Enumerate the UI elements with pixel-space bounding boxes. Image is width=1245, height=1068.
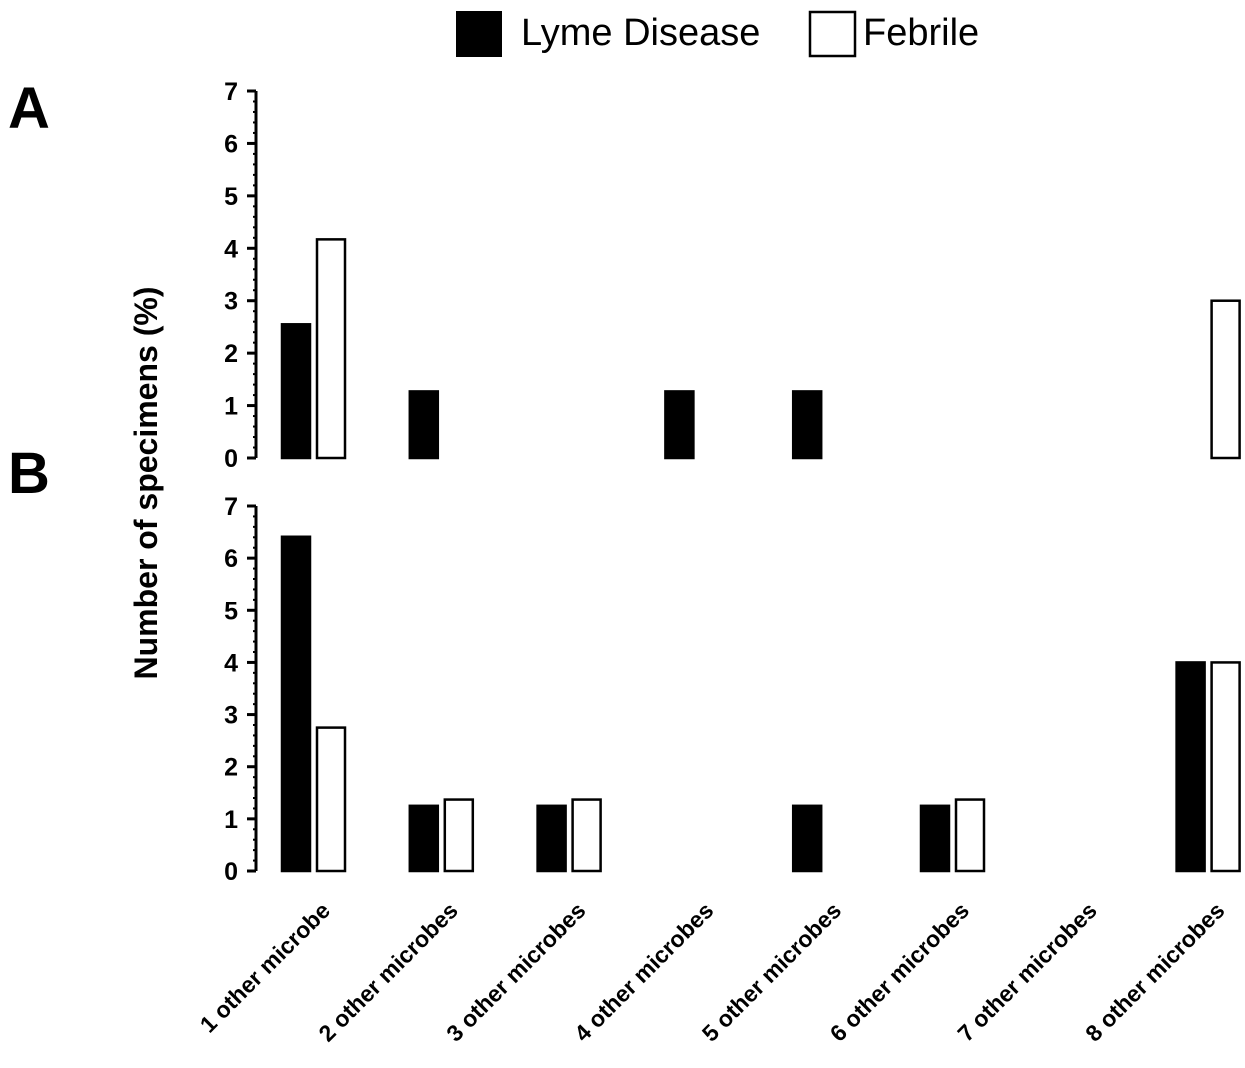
legend-label-lyme: Lyme Disease xyxy=(521,12,760,54)
panel-a-tick-label: 7 xyxy=(224,78,238,106)
panel-b-tick-label: 3 xyxy=(224,702,238,730)
panel-a-bar-febrile xyxy=(315,238,347,460)
x-axis-category-label: 8 other microbes xyxy=(1080,897,1229,1046)
panel-b-bar-lyme xyxy=(1175,661,1206,873)
panel-a-tick-label: 0 xyxy=(224,445,238,473)
panel-b-tick-label: 7 xyxy=(224,493,238,521)
panel-a-tick-label: 4 xyxy=(224,235,238,263)
panel-b-bar-febrile xyxy=(954,798,986,873)
panel-a-bar-lyme xyxy=(408,390,440,460)
panel-a-tick-label: 1 xyxy=(224,393,238,421)
panel-b-bar-lyme xyxy=(919,804,951,873)
x-axis-category-label: 2 other microbes xyxy=(313,897,462,1046)
panel-a-bar-lyme xyxy=(791,390,823,460)
legend-swatch-lyme xyxy=(456,11,502,57)
panel-a-tick-label: 6 xyxy=(224,130,238,158)
panel-b-y-axis: 0 1 2 3 4 5 6 7 xyxy=(224,493,258,886)
panel-b-bar-lyme xyxy=(791,804,823,873)
panel-b-bar-febrile xyxy=(1210,661,1241,873)
panel-a-bar-lyme xyxy=(664,390,695,460)
panel-a-tick-label: 5 xyxy=(224,183,238,211)
panel-b-tick-label: 0 xyxy=(224,858,238,886)
x-axis-category-label: 4 other microbes xyxy=(569,897,718,1046)
y-axis-title: Number of specimens (%) xyxy=(128,287,164,680)
legend-label-febrile: Febrile xyxy=(863,12,979,54)
panel-label-b: B xyxy=(8,441,50,506)
panel-b-bars xyxy=(280,535,1241,873)
x-axis-category-label: 3 other microbes xyxy=(441,897,590,1046)
panel-a-tick-label: 3 xyxy=(224,288,238,316)
x-axis-category-label: 5 other microbes xyxy=(697,897,846,1046)
legend-swatch-febrile xyxy=(808,10,857,58)
panel-b-bar-lyme xyxy=(408,804,440,873)
panel-b-bar-febrile xyxy=(315,726,347,873)
panel-a: 0 1 2 3 4 5 6 7 xyxy=(224,78,1241,473)
panel-b-bar-lyme xyxy=(536,804,567,873)
panel-a-bar-lyme xyxy=(280,323,312,460)
panel-b-tick-label: 6 xyxy=(224,545,238,573)
legend: Lyme Disease Febrile xyxy=(456,10,979,58)
panel-b-bar-lyme xyxy=(280,535,312,873)
panel-a-bar-febrile xyxy=(1210,299,1241,460)
x-axis-category-label: 6 other microbes xyxy=(825,897,974,1046)
panel-b-bar-febrile xyxy=(443,798,475,873)
x-axis-category-label: 7 other microbes xyxy=(952,897,1101,1046)
x-axis-category-label: 1 other microbe xyxy=(195,897,335,1037)
panel-b-bar-febrile xyxy=(571,798,602,873)
panel-b-tick-label: 4 xyxy=(224,649,238,677)
panel-a-y-axis: 0 1 2 3 4 5 6 7 xyxy=(224,78,258,473)
panel-b-tick-label: 2 xyxy=(224,754,238,782)
panel-a-bars xyxy=(280,238,1241,460)
panel-b: 0 1 2 3 4 5 6 7 xyxy=(224,493,1241,886)
panel-a-tick-label: 2 xyxy=(224,340,238,368)
panel-b-tick-label: 1 xyxy=(224,806,238,834)
panel-b-tick-label: 5 xyxy=(224,597,238,625)
panel-label-a: A xyxy=(8,76,50,141)
